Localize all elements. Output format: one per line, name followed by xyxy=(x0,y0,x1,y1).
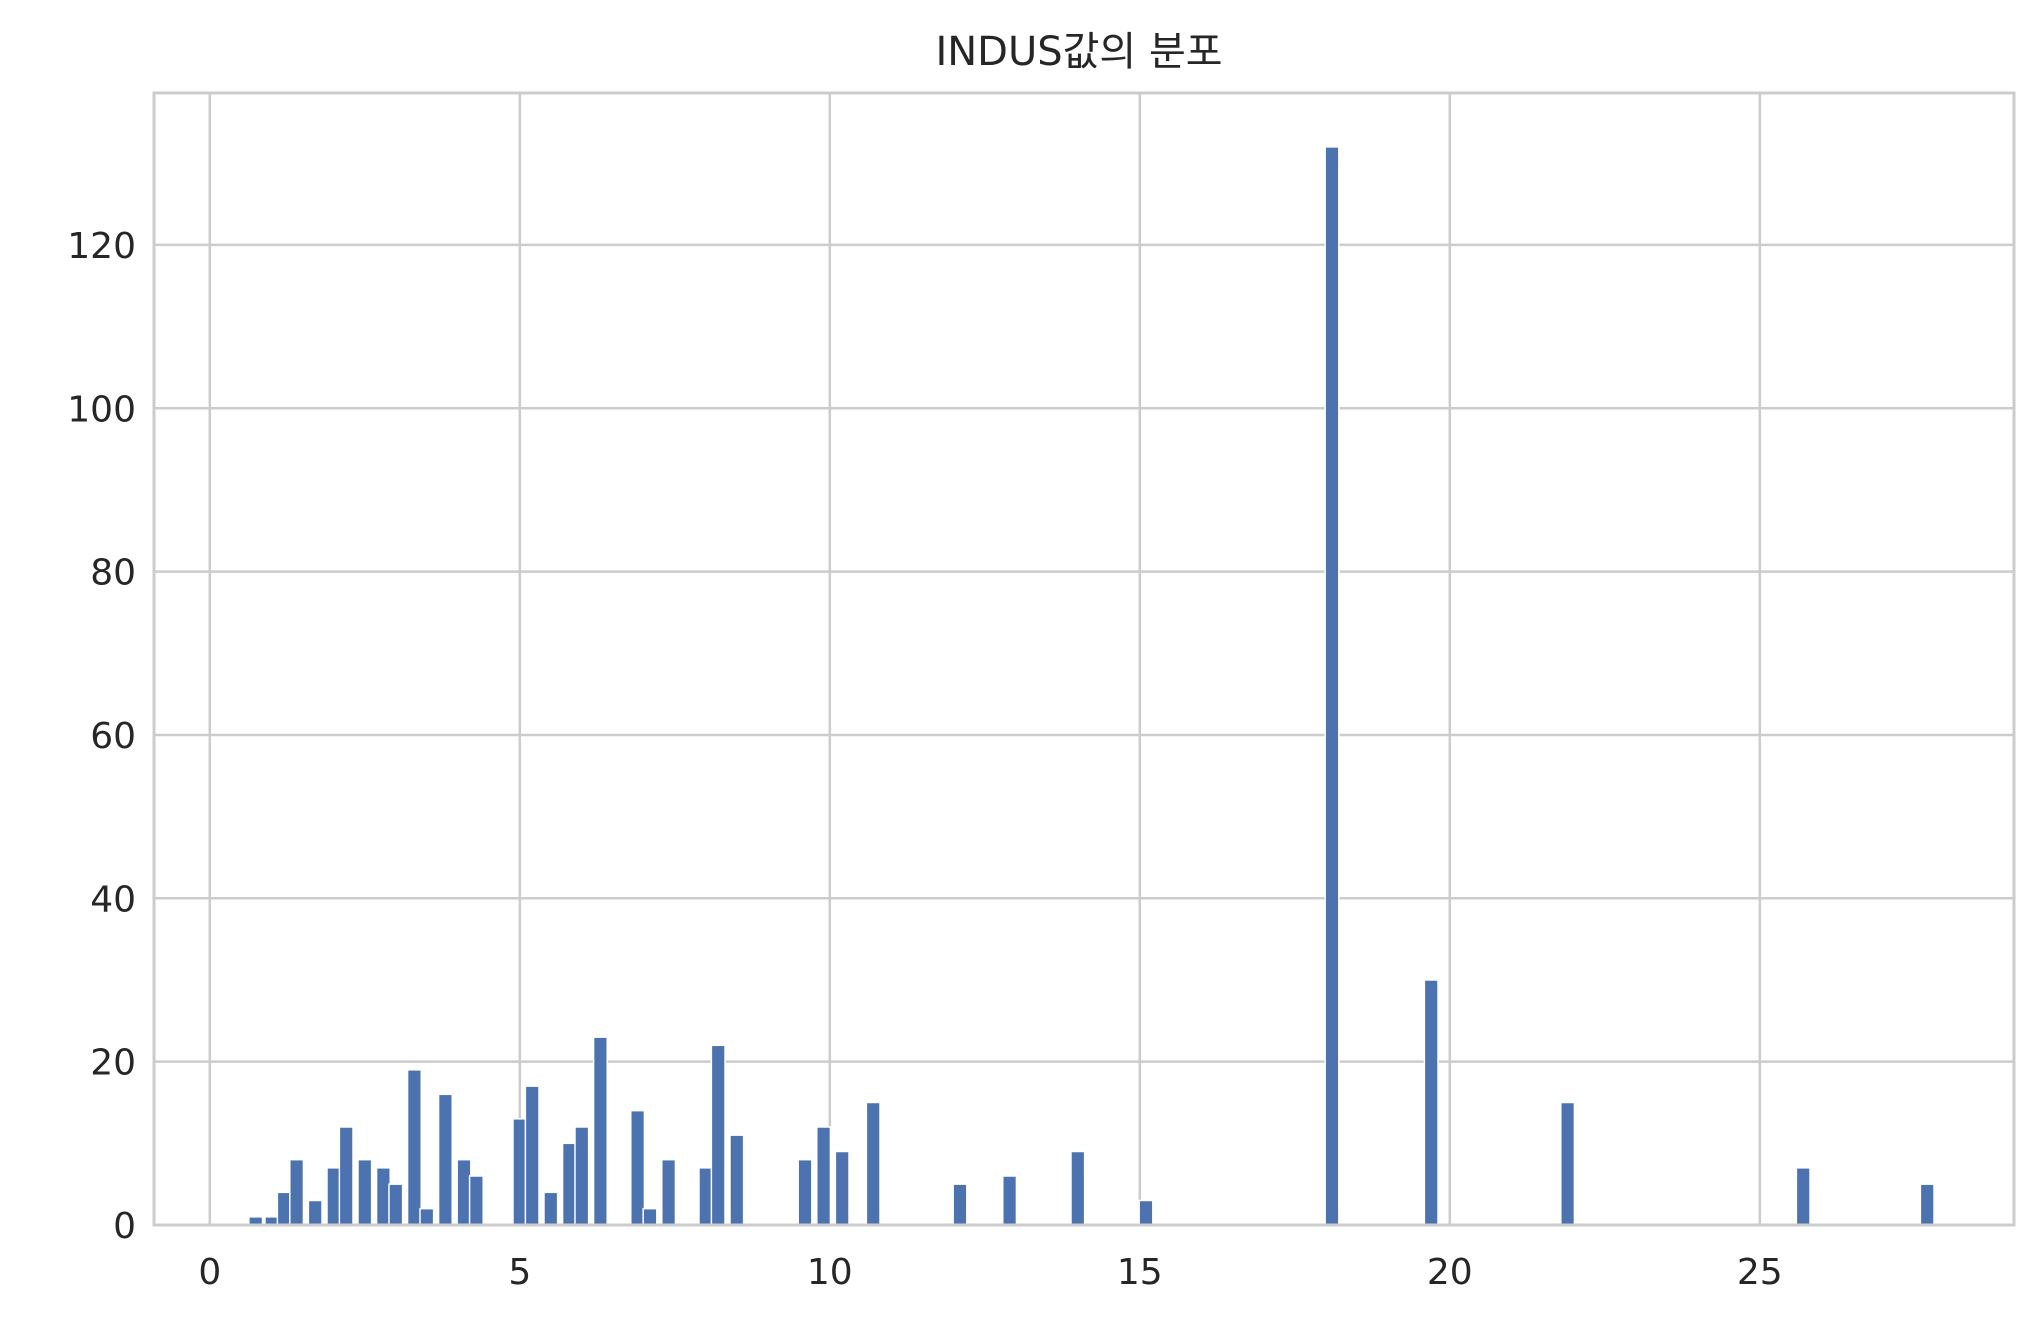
bar xyxy=(865,1101,881,1226)
x-tick-label: 20 xyxy=(1427,1252,1473,1293)
bar xyxy=(388,1183,404,1226)
y-tick-label: 40 xyxy=(90,879,136,920)
bar xyxy=(1795,1167,1811,1226)
y-tick-label: 100 xyxy=(67,389,136,430)
bar xyxy=(307,1199,323,1226)
x-tick-label: 10 xyxy=(807,1252,853,1293)
bar xyxy=(1324,146,1340,1226)
y-tick-label: 0 xyxy=(113,1206,136,1247)
bar xyxy=(1560,1101,1576,1226)
bar xyxy=(1002,1175,1018,1226)
bar xyxy=(276,1191,292,1226)
bar xyxy=(524,1085,540,1226)
bar xyxy=(834,1150,850,1226)
bar xyxy=(1919,1183,1935,1226)
bar xyxy=(456,1158,472,1226)
bar xyxy=(1423,979,1439,1226)
y-tick-label: 20 xyxy=(90,1043,136,1084)
bar xyxy=(1138,1199,1154,1226)
x-tick-label: 0 xyxy=(198,1252,221,1293)
bar xyxy=(375,1167,391,1226)
y-axis-ticks: 0 20 40 60 80 100 120 xyxy=(67,226,136,1247)
bar xyxy=(543,1191,559,1226)
x-tick-label: 25 xyxy=(1737,1252,1783,1293)
x-tick-label: 5 xyxy=(508,1252,531,1293)
bar xyxy=(1070,1150,1086,1226)
bar xyxy=(710,1044,726,1226)
bar xyxy=(338,1126,354,1226)
y-tick-label: 80 xyxy=(90,553,136,594)
bar xyxy=(797,1158,813,1226)
chart-title: INDUS값의 분포 xyxy=(935,29,1222,75)
bar xyxy=(661,1158,677,1226)
bar xyxy=(574,1126,590,1226)
bar xyxy=(642,1207,658,1226)
bar xyxy=(419,1207,435,1226)
y-tick-label: 120 xyxy=(67,226,136,267)
bar xyxy=(816,1126,832,1226)
bar xyxy=(512,1118,528,1226)
bars xyxy=(248,146,1935,1226)
bar xyxy=(289,1158,305,1226)
x-tick-label: 15 xyxy=(1117,1252,1163,1293)
bar xyxy=(406,1069,422,1226)
bar xyxy=(952,1183,968,1226)
bar xyxy=(729,1134,745,1226)
bar xyxy=(592,1036,608,1226)
x-axis-ticks: 0 5 10 15 20 25 xyxy=(198,1252,1782,1293)
bar xyxy=(326,1167,342,1226)
bar xyxy=(468,1175,484,1226)
bar xyxy=(698,1167,714,1226)
plot-frame xyxy=(152,91,2016,1227)
bar xyxy=(437,1093,453,1226)
bar xyxy=(630,1109,646,1226)
bar xyxy=(357,1158,373,1226)
bar xyxy=(561,1142,577,1226)
y-tick-label: 60 xyxy=(90,716,136,757)
grid-lines xyxy=(154,93,2014,1227)
